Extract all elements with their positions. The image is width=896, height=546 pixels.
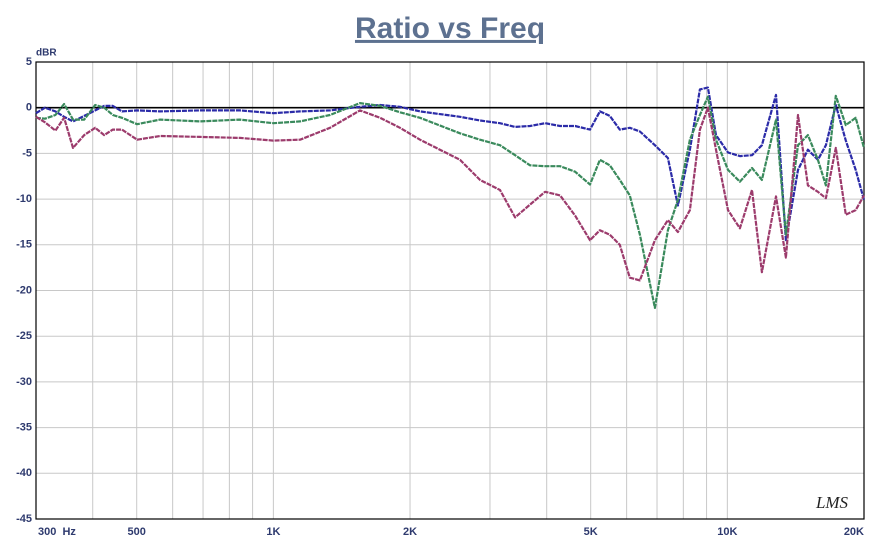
- y-tick-label: -35: [16, 422, 32, 434]
- y-tick-label: -5: [22, 147, 32, 159]
- logo: LMS: [815, 493, 849, 512]
- y-tick-label: -15: [16, 239, 32, 251]
- y-axis-label: dBR: [36, 48, 57, 59]
- y-tick-label: -10: [16, 193, 32, 205]
- y-tick-label: -45: [16, 513, 32, 525]
- y-tick-label: -20: [16, 284, 32, 296]
- y-tick-label: 0: [26, 102, 32, 114]
- plot-frame: [35, 61, 865, 520]
- chart-title: Ratio vs Freq: [355, 12, 545, 45]
- series-line: [35, 86, 866, 242]
- x-tick-label: 300 Hz: [38, 526, 76, 538]
- x-tick-label: 5K: [584, 526, 598, 538]
- series-line: [35, 106, 865, 282]
- y-tick-label: 5: [26, 56, 32, 68]
- x-tick-label: 2K: [403, 526, 417, 538]
- x-tick-label: 20K: [844, 526, 864, 538]
- x-tick-label: 1K: [266, 526, 280, 538]
- y-tick-label: -25: [16, 330, 32, 342]
- series-line: [35, 94, 866, 309]
- y-tick-label: -40: [16, 467, 32, 479]
- x-tick-label: 10K: [717, 526, 737, 538]
- y-tick-label: -30: [16, 376, 32, 388]
- x-tick-label: 500: [128, 526, 146, 538]
